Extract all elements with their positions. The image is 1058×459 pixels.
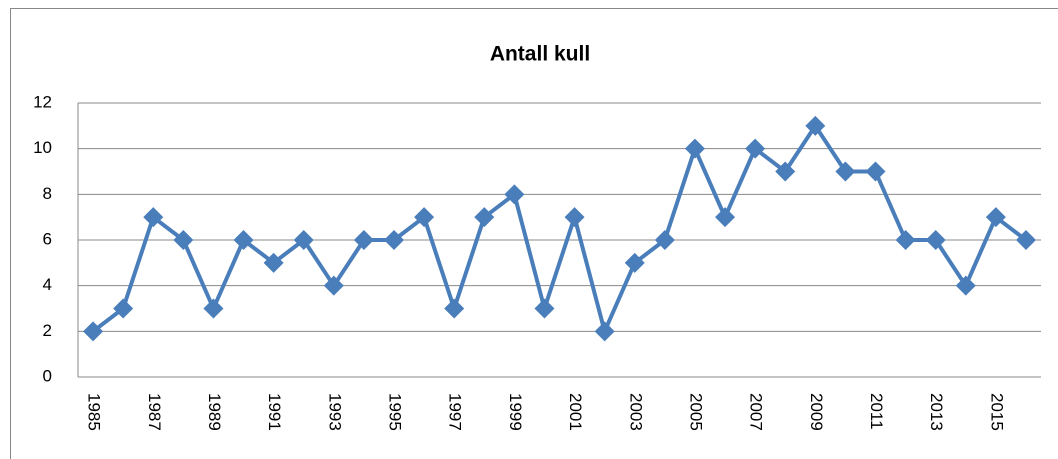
data-point [925,230,946,250]
data-point [534,298,555,319]
data-point [1015,230,1036,250]
data-point [955,275,976,296]
data-point [805,115,826,136]
data-point [594,321,615,342]
data-point [504,184,525,205]
x-tick-label: 2015 [987,393,1006,431]
data-point [173,230,194,250]
data-point [775,161,796,182]
data-point [835,161,856,182]
data-point [83,321,104,342]
data-point [203,298,224,319]
x-tick-label: 1989 [205,393,224,431]
data-point [263,252,284,273]
data-point [865,161,886,182]
data-point [624,252,645,273]
x-tick-label: 2005 [686,393,705,431]
data-point [323,275,344,296]
x-tick-label: 2003 [626,393,645,431]
data-point [715,207,736,228]
x-tick-label: 2013 [927,393,946,431]
x-tick-label: 1993 [325,393,344,431]
data-point [985,207,1006,228]
data-point [414,207,435,228]
x-tick-label: 2007 [747,393,766,431]
x-tick-label: 1997 [446,393,465,431]
chart-title: Antall kull [490,43,590,66]
data-point [143,207,164,228]
x-tick-label: 1995 [386,393,405,431]
x-tick-label: 1985 [85,393,104,431]
data-point [444,298,465,319]
data-point [895,230,916,250]
x-tick-label: 1987 [145,393,164,431]
data-point [113,298,134,319]
y-tick-label: 0 [43,366,52,385]
x-tick-label: 2009 [807,393,826,431]
y-tick-label: 2 [43,321,52,340]
data-point [684,138,705,159]
x-tick-label: 2011 [867,393,886,430]
data-point [233,230,254,250]
x-tick-label: 1999 [506,393,525,431]
y-tick-label: 4 [43,275,52,294]
x-tick-label: 1991 [265,393,284,431]
data-point [383,230,404,250]
data-point [474,207,495,228]
data-point [353,230,374,250]
x-tick-label: 2001 [566,393,585,431]
data-point [654,230,675,250]
y-tick-label: 6 [43,229,52,248]
data-point [293,230,314,250]
y-tick-label: 8 [43,184,52,203]
data-point [745,138,766,159]
data-point [564,207,585,228]
y-tick-label: 10 [33,138,52,157]
y-tick-label: 12 [33,92,52,111]
